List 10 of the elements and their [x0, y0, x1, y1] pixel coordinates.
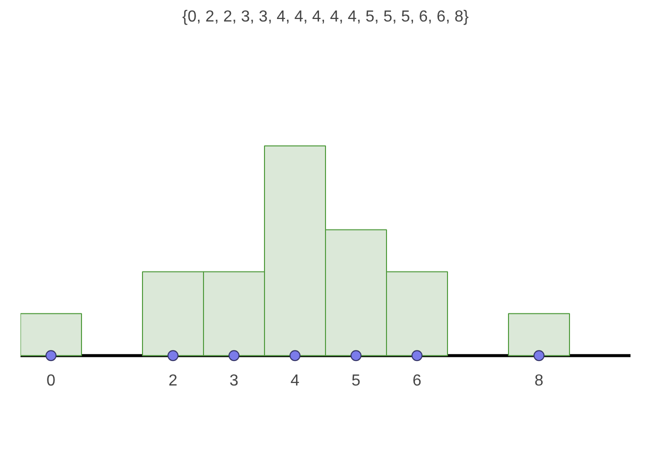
- x-tick-label: 6: [412, 372, 422, 390]
- bar: [508, 313, 570, 356]
- bar: [20, 313, 82, 356]
- x-tick-label: 4: [290, 372, 300, 390]
- x-tick-label: 0: [46, 372, 56, 390]
- chart-title: {0, 2, 2, 3, 3, 4, 4, 4, 4, 4, 5, 5, 5, 6, 6, 8}: [182, 8, 470, 26]
- x-tick-label: 3: [230, 372, 239, 390]
- x-tick-label: 2: [168, 372, 178, 390]
- x-tick-label: 8: [534, 372, 544, 390]
- x-tick-label: 5: [352, 372, 361, 390]
